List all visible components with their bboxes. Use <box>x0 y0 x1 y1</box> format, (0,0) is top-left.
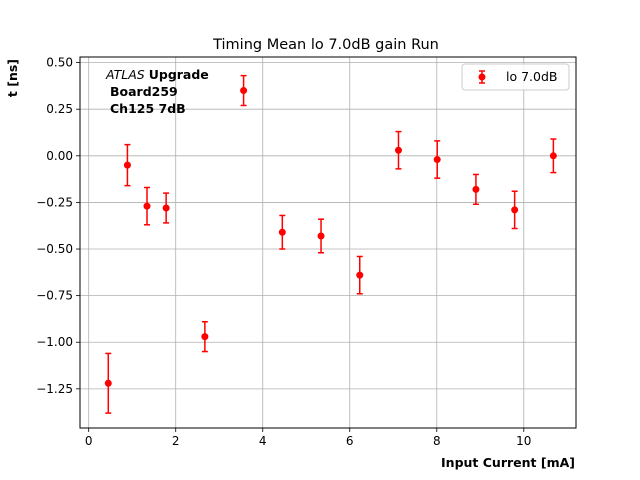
chart-title: Timing Mean lo 7.0dB gain Run <box>212 37 439 53</box>
marker <box>317 232 325 240</box>
marker <box>511 206 519 214</box>
data-point <box>356 255 364 295</box>
y-tick-label: −1.25 <box>36 382 73 396</box>
annotation-upgrade: Upgrade <box>149 67 209 82</box>
legend-box <box>461 63 570 91</box>
y-tick-label: 0.25 <box>46 102 73 116</box>
marker <box>356 271 364 279</box>
x-axis-label: Input Current [mA] <box>441 455 575 470</box>
axes-frame <box>79 56 577 429</box>
data-point <box>104 352 112 414</box>
data-point <box>201 320 209 353</box>
marker <box>394 146 402 154</box>
data-point <box>511 190 519 230</box>
y-tick-label: −0.50 <box>36 242 73 256</box>
data-point <box>317 218 325 254</box>
annotation-line-3: Ch125 7dB <box>110 101 186 116</box>
data-point <box>162 192 170 224</box>
data-point <box>394 130 402 170</box>
y-tick-label: −0.75 <box>36 289 73 303</box>
data-point <box>123 143 131 187</box>
marker <box>143 202 151 210</box>
data-point <box>472 173 480 206</box>
data-point <box>433 140 441 179</box>
x-tick-label: 2 <box>172 434 180 448</box>
data-point <box>278 214 286 250</box>
x-tick-label: 4 <box>259 434 267 448</box>
annotation-atlas: ATLAS <box>105 67 145 82</box>
legend-marker <box>478 73 486 81</box>
marker <box>201 333 209 341</box>
y-axis-label: t [ns] <box>5 59 20 97</box>
legend: lo 7.0dB <box>461 63 570 91</box>
data-point <box>240 74 248 107</box>
y-tick-label: 0.00 <box>46 149 73 163</box>
data-point <box>143 186 151 226</box>
annotation-line-2: Board259 <box>110 84 178 99</box>
legend-label: lo 7.0dB <box>506 69 557 84</box>
y-tick-label: 0.50 <box>46 56 73 70</box>
annotation-line-1: ATLAS Upgrade <box>105 67 209 82</box>
marker <box>123 161 131 169</box>
marker <box>104 379 112 387</box>
marker <box>162 204 170 212</box>
x-tick-label: 6 <box>346 434 354 448</box>
annotation: ATLAS Upgrade Board259 Ch125 7dB <box>105 67 209 116</box>
series-group <box>104 74 557 414</box>
data-point <box>549 138 557 174</box>
marker <box>240 87 248 95</box>
grid <box>80 57 576 428</box>
x-tick-label: 10 <box>516 434 531 448</box>
y-tick-label: −1.00 <box>36 335 73 349</box>
x-axis-ticks: 0 2 4 6 8 10 <box>85 428 531 448</box>
x-tick-label: 0 <box>85 434 93 448</box>
marker <box>472 185 480 193</box>
y-tick-label: −0.25 <box>36 195 73 209</box>
x-tick-label: 8 <box>433 434 441 448</box>
marker <box>549 152 557 160</box>
marker <box>433 156 441 164</box>
y-axis-ticks: −1.25 −1.00 −0.75 −0.50 −0.25 0.00 0.25 0.50 <box>36 56 80 396</box>
marker <box>278 228 286 236</box>
